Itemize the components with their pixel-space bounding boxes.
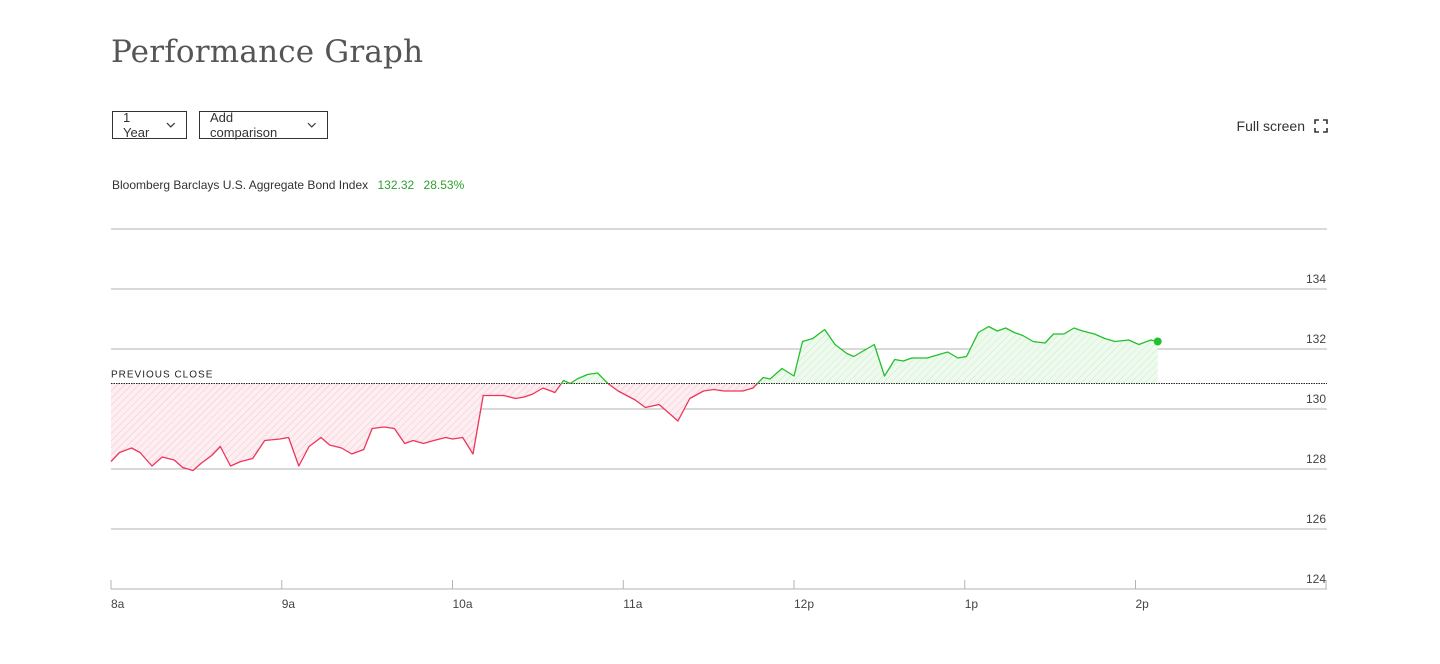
x-tick-label: 12p (794, 597, 814, 611)
axis-layer: 124 126 128 130 132 134 8a 9a 10a 11a 12p 1p 2p (110, 272, 1327, 611)
x-tick-label: 8a (111, 597, 125, 611)
x-tick-label: 9a (282, 597, 296, 611)
x-tick-label: 11a (623, 597, 642, 611)
page-title: Performance Graph (111, 34, 424, 70)
gain-area (111, 326, 1158, 384)
area-layer (111, 326, 1158, 471)
fullscreen-button[interactable]: Full screen (1237, 118, 1328, 134)
series-line-down (110, 383, 759, 472)
fullscreen-label: Full screen (1236, 118, 1305, 134)
series-layer (110, 325, 1162, 472)
x-tick-label: 2p (1136, 597, 1150, 611)
y-tick-label: 126 (1306, 512, 1326, 526)
y-tick-label: 128 (1306, 452, 1326, 466)
y-tick-label: 130 (1306, 392, 1326, 406)
add-comparison-label: Add comparison (210, 110, 278, 140)
chevron-down-icon (166, 122, 176, 128)
index-value: 132.32 (377, 178, 415, 192)
index-change: 28.53% (423, 178, 465, 192)
index-name: Bloomberg Barclays U.S. Aggregate Bond I… (112, 178, 369, 192)
reference-layer: PREVIOUS CLOSE (111, 370, 1327, 384)
loss-area (111, 383, 1158, 471)
add-comparison-dropdown[interactable]: Add comparison (199, 110, 328, 140)
x-tick-label: 1p (965, 597, 979, 611)
time-range-dropdown[interactable]: 1 Year (112, 110, 187, 140)
x-tick-label: 10a (453, 597, 473, 611)
fullscreen-icon (1314, 119, 1328, 133)
index-legend: Bloomberg Barclays U.S. Aggregate Bond I… (112, 178, 464, 192)
time-range-label: 1 Year (123, 110, 150, 140)
chevron-down-icon (308, 122, 317, 128)
series-line-up (560, 325, 1158, 384)
y-tick-label: 134 (1306, 272, 1326, 286)
y-tick-label: 132 (1306, 332, 1326, 346)
y-tick-label: 124 (1306, 572, 1326, 586)
last-value-marker (1153, 337, 1162, 346)
previous-close-label: PREVIOUS CLOSE (111, 370, 213, 381)
